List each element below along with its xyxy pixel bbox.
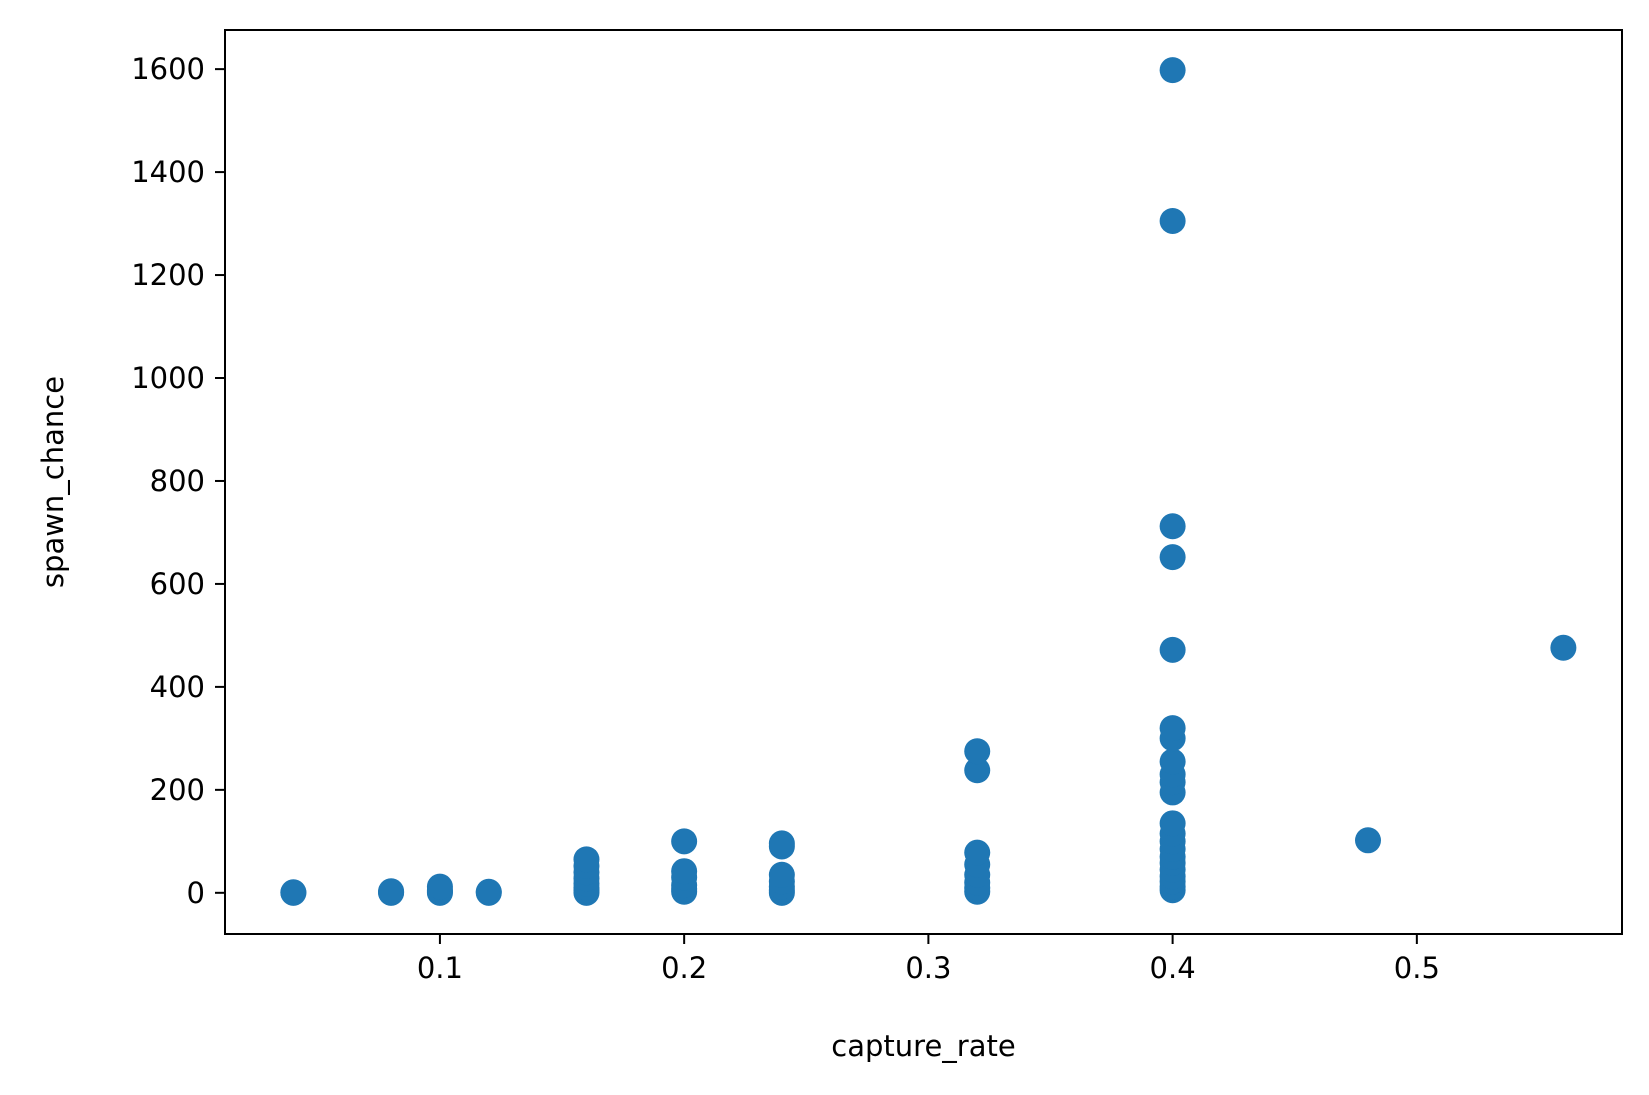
y-tick-label: 600 <box>150 567 205 601</box>
y-tick-label: 200 <box>150 773 205 807</box>
data-point <box>964 738 991 765</box>
x-axis-label: capture_rate <box>831 1029 1015 1063</box>
data-point <box>1550 634 1577 661</box>
y-tick-label: 1200 <box>131 258 205 292</box>
x-axis-ticks: 0.1 0.2 0.3 0.4 0.5 <box>417 934 1440 985</box>
data-point <box>1159 636 1186 663</box>
data-point <box>475 878 502 905</box>
y-tick-label: 400 <box>150 670 205 704</box>
x-tick-label: 0.5 <box>1394 951 1440 985</box>
data-point <box>671 858 698 885</box>
x-tick-label: 0.2 <box>661 951 707 985</box>
data-point <box>1159 810 1186 837</box>
data-point <box>1159 748 1186 775</box>
y-tick-label: 800 <box>150 464 205 498</box>
points-layer <box>280 57 1577 906</box>
y-tick-label: 1400 <box>131 155 205 189</box>
y-tick-label: 1000 <box>131 361 205 395</box>
data-point <box>671 828 698 855</box>
x-tick-label: 0.4 <box>1150 951 1196 985</box>
data-point <box>964 839 991 866</box>
data-point <box>280 879 307 906</box>
data-point <box>1355 827 1381 854</box>
y-tick-label: 1600 <box>131 52 205 86</box>
data-point <box>378 878 405 905</box>
data-point <box>1159 544 1186 571</box>
data-point <box>768 830 795 857</box>
y-axis-ticks: 0 200 400 600 800 1000 1200 1400 1600 <box>131 52 225 910</box>
data-point <box>1159 207 1186 234</box>
plot-area-frame <box>224 29 1623 935</box>
data-point <box>1159 57 1186 84</box>
x-tick-label: 0.1 <box>417 951 463 985</box>
data-point <box>426 873 453 900</box>
y-axis-label: spawn_chance <box>36 376 70 588</box>
data-point <box>964 757 991 784</box>
data-point <box>573 846 600 873</box>
data-point <box>1159 513 1186 540</box>
data-point <box>1159 715 1186 742</box>
y-tick-label: 0 <box>187 876 205 910</box>
data-point <box>768 861 795 888</box>
x-tick-label: 0.3 <box>905 951 951 985</box>
